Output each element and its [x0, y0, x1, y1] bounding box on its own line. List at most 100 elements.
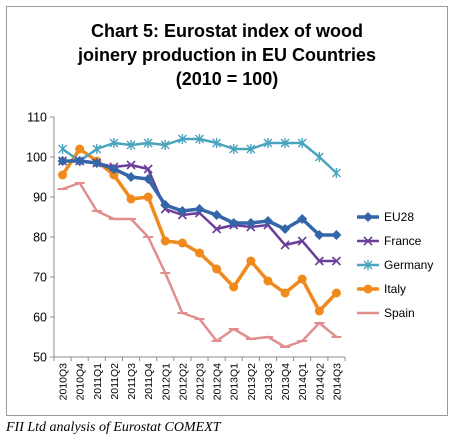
- data-point-italy: [160, 236, 170, 246]
- data-point-eu28: [314, 230, 325, 240]
- data-point-italy: [229, 282, 239, 292]
- data-point-eu28: [331, 230, 342, 240]
- legend-marker-eu28: [363, 212, 373, 222]
- data-point-italy: [212, 264, 222, 274]
- x-tick-label: 2013Q2: [246, 363, 258, 401]
- x-tick-label: 2014Q1: [297, 363, 309, 401]
- series-line-eu28: [62, 159, 337, 237]
- data-point-germany: [58, 144, 68, 154]
- legend-item-spain: Spain: [357, 306, 415, 320]
- y-tick-label: 60: [33, 311, 47, 325]
- y-tick-label: 70: [33, 271, 47, 285]
- data-point-eu28: [262, 216, 273, 226]
- legend-label-spain: Spain: [384, 306, 415, 320]
- legend-label-eu28: EU28: [384, 210, 414, 224]
- x-tick-label: 2013Q3: [263, 363, 275, 401]
- x-tick-label: 2014Q2: [314, 363, 326, 401]
- data-point-france: [280, 240, 290, 250]
- x-tick-label: 2010Q3: [58, 363, 70, 401]
- series-germany: [58, 134, 341, 178]
- series-line-italy: [61, 147, 338, 313]
- x-tick-label: 2010Q4: [75, 363, 87, 401]
- data-point-italy: [75, 144, 85, 154]
- x-tick-label: 2013Q4: [280, 363, 292, 401]
- x-tick-label: 2012Q1: [160, 363, 172, 401]
- chart-frame: Chart 5: Eurostat index of wood joinery …: [6, 6, 448, 416]
- data-point-germany: [212, 138, 222, 148]
- data-point-germany: [177, 134, 187, 144]
- data-point-germany: [297, 138, 307, 148]
- x-tick-label: 2011Q4: [143, 363, 155, 400]
- data-point-eu28: [160, 200, 171, 210]
- data-point-germany: [280, 138, 290, 148]
- data-point-germany: [229, 144, 239, 154]
- y-tick-label: 80: [33, 231, 47, 245]
- data-point-italy: [263, 276, 273, 286]
- x-tick-label: 2012Q3: [195, 363, 207, 401]
- chart-title-line-3: (2010 = 100): [175, 69, 279, 89]
- data-point-eu28: [228, 218, 239, 228]
- data-point-eu28: [143, 174, 154, 184]
- data-point-france: [212, 224, 222, 234]
- data-point-eu28: [57, 156, 68, 166]
- legend-item-italy: Italy: [357, 282, 406, 296]
- chart-title-line-1: Chart 5: Eurostat index of wood: [90, 21, 363, 41]
- data-point-italy: [297, 274, 307, 284]
- data-point-germany: [126, 140, 136, 150]
- chart-plot: 50 60 70 80 90 100 110 2010Q3 2010Q4 2011Q1 2011Q2…: [26, 111, 433, 401]
- data-point-italy: [126, 194, 136, 204]
- data-point-germany: [331, 168, 341, 178]
- data-point-germany: [92, 144, 102, 154]
- data-point-france: [331, 256, 342, 266]
- x-tick-label: 2011Q1: [92, 363, 104, 400]
- data-point-france: [297, 236, 307, 246]
- x-tick-label: 2012Q4: [212, 363, 224, 401]
- legend-label-italy: Italy: [384, 282, 406, 296]
- data-point-germany: [109, 138, 119, 148]
- data-point-eu28: [177, 206, 188, 216]
- x-tick-label: 2013Q1: [229, 363, 241, 401]
- data-point-eu28: [211, 210, 222, 220]
- series-spain: [57, 181, 342, 349]
- y-tick-label: 110: [27, 111, 47, 125]
- data-point-germany: [195, 134, 204, 144]
- legend-marker-italy: [363, 284, 373, 294]
- series-eu28: [57, 156, 342, 240]
- legend-item-france: France: [357, 234, 422, 248]
- data-point-italy: [314, 306, 324, 316]
- data-point-eu28: [194, 204, 205, 214]
- x-tick-label: 2011Q3: [126, 363, 138, 400]
- data-point-germany: [314, 152, 324, 162]
- legend-marker-france: [363, 236, 373, 246]
- legend-item-eu28: EU28: [357, 210, 414, 224]
- data-point-germany: [160, 140, 170, 150]
- y-tick-label: 100: [26, 151, 47, 165]
- data-point-italy: [246, 256, 256, 266]
- x-tick-label: 2011Q2: [109, 363, 121, 400]
- data-point-germany: [246, 144, 256, 154]
- chart-title-line-2: joinery production in EU Countries: [77, 45, 376, 65]
- data-point-italy: [177, 238, 187, 248]
- data-point-italy: [280, 288, 290, 298]
- x-tick-label: 2012Q2: [177, 363, 189, 401]
- data-point-germany: [143, 138, 153, 148]
- data-point-italy: [109, 170, 119, 180]
- data-point-eu28: [297, 214, 308, 224]
- legend-label-germany: Germany: [384, 258, 433, 272]
- data-point-eu28: [108, 164, 119, 174]
- data-point-eu28: [126, 172, 137, 182]
- data-point-eu28: [74, 156, 85, 166]
- y-tick-label: 90: [33, 191, 47, 205]
- source-caption: FII Ltd analysis of Eurostat COMEXT: [6, 420, 221, 435]
- data-point-eu28: [91, 158, 102, 168]
- y-tick-label: 50: [33, 351, 47, 365]
- legend-marker-germany: [363, 260, 373, 270]
- data-point-italy: [143, 192, 153, 202]
- data-point-italy: [331, 288, 341, 298]
- x-tick-label: 2014Q3: [331, 363, 343, 401]
- data-point-france: [126, 160, 136, 170]
- legend-item-germany: Germany: [357, 258, 433, 272]
- series-italy: [58, 144, 341, 316]
- legend-label-france: France: [384, 234, 422, 248]
- data-point-france: [143, 164, 153, 174]
